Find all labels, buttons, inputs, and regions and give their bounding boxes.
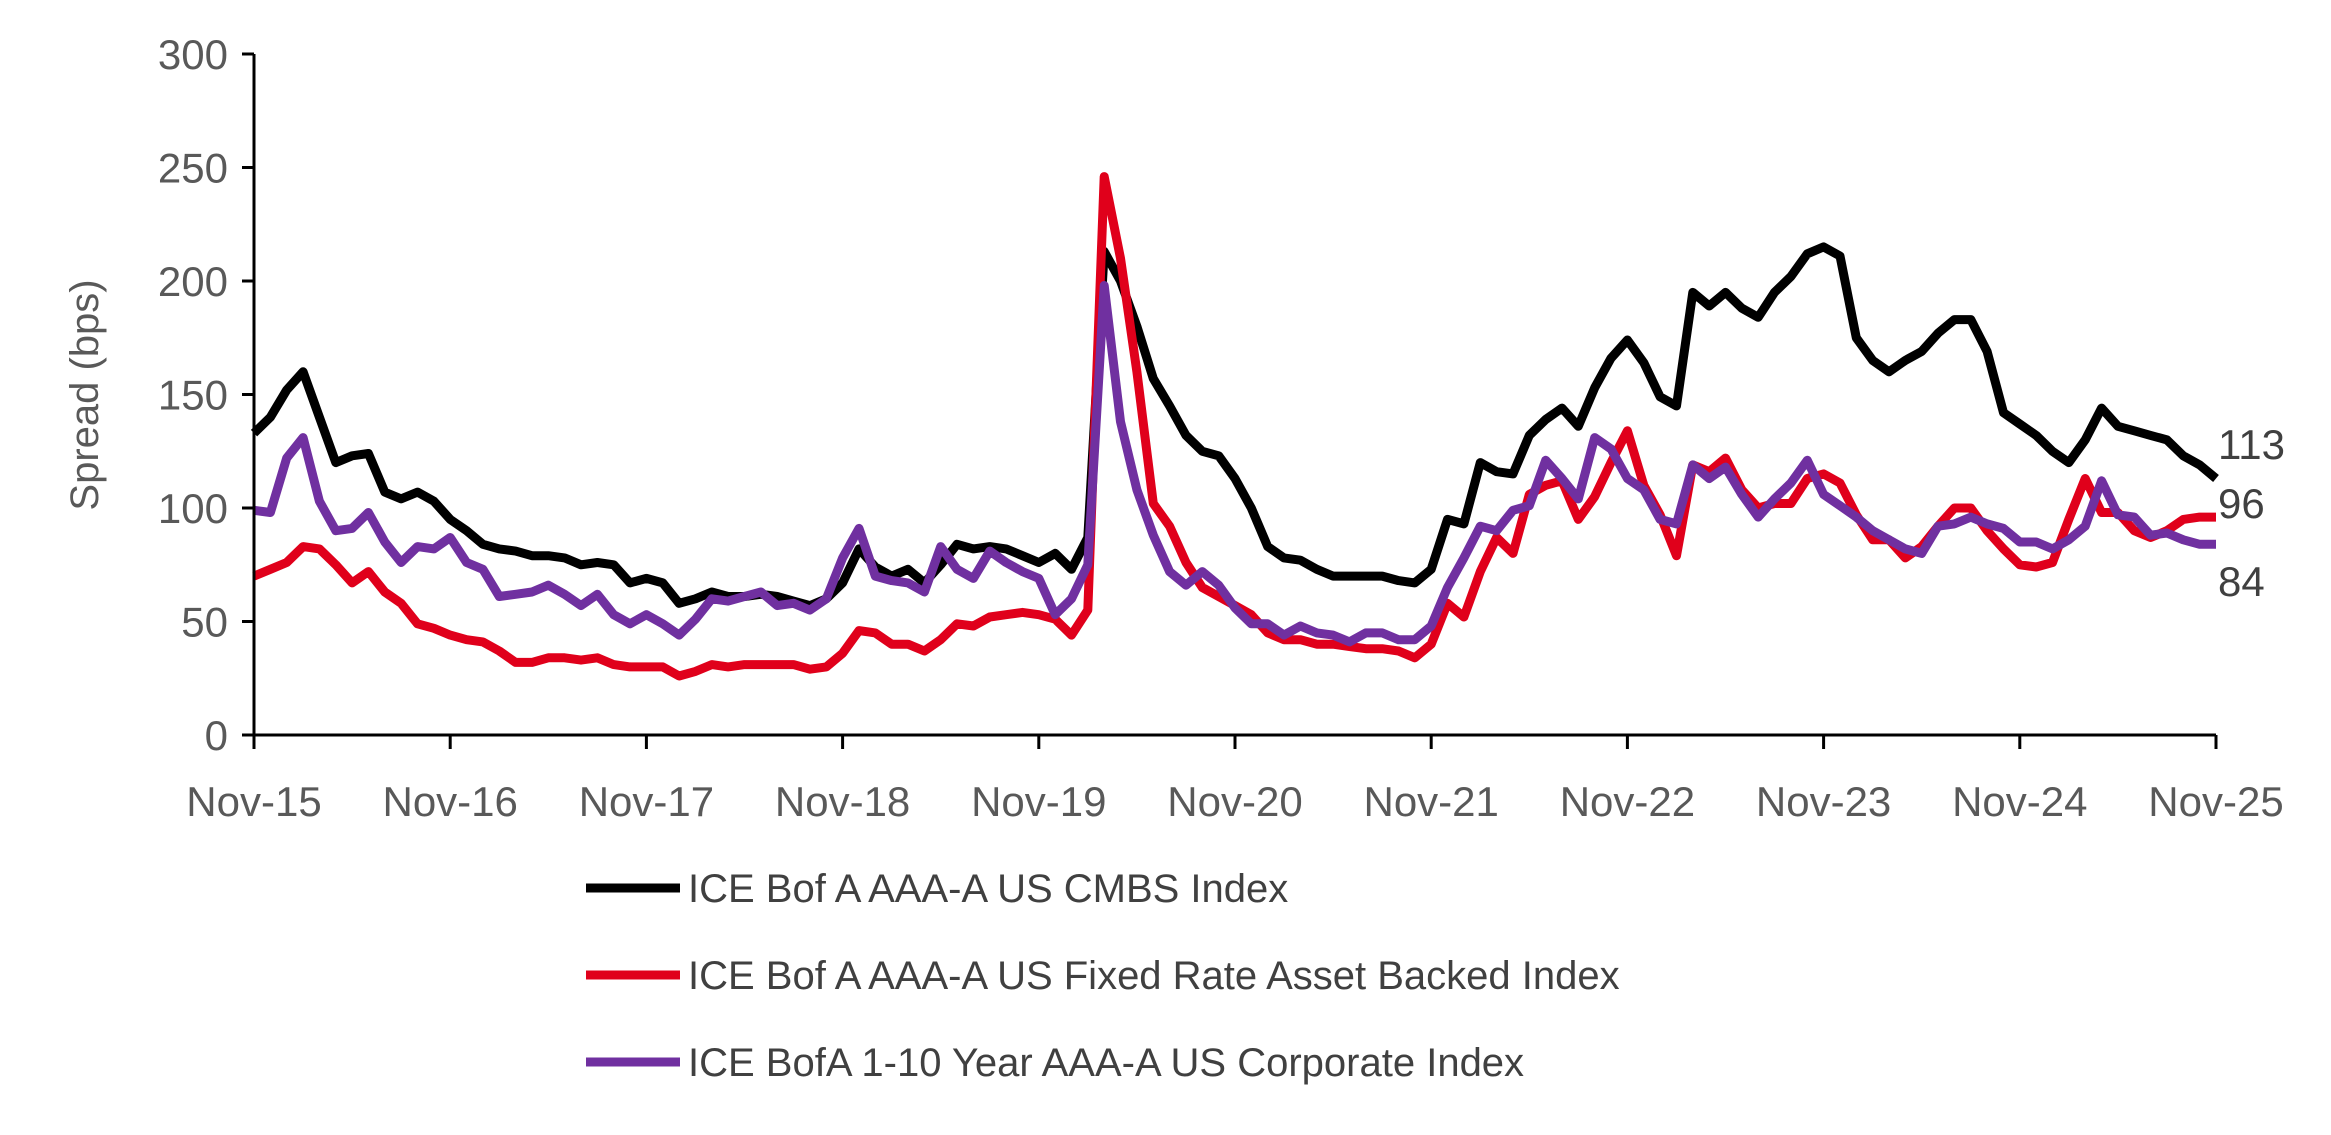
x-tick-label: Nov-17 (579, 778, 714, 825)
x-tick-label: Nov-21 (1363, 778, 1498, 825)
x-tick-label: Nov-18 (775, 778, 910, 825)
legend-label: ICE Bof A AAA-A US Fixed Rate Asset Back… (688, 954, 1620, 998)
x-tick-label: Nov-24 (1952, 778, 2087, 825)
x-tick-label: Nov-25 (2148, 778, 2283, 825)
axes-layer: 0 50 100 150 200 250 300 Nov-15 Nov-16 Nov-17 Nov-… (158, 31, 2284, 825)
x-tick-label: Nov-20 (1167, 778, 1302, 825)
y-tick-label: 150 (158, 372, 228, 419)
y-tick-label: 50 (181, 599, 228, 646)
y-axis-label: Spread (bps) (63, 279, 107, 510)
x-tick-label: Nov-23 (1756, 778, 1891, 825)
x-tick-label: Nov-15 (186, 778, 321, 825)
y-tick-label: 250 (158, 145, 228, 192)
series-line-3 (253, 281, 2216, 647)
y-tick-label: 200 (158, 258, 228, 305)
end-value-label: 113 (2218, 421, 2285, 468)
x-tick-label: Nov-19 (971, 778, 1106, 825)
y-tick-label: 0 (205, 712, 228, 759)
legend-label: ICE BofA 1-10 Year AAA-A US Corporate In… (688, 1041, 1524, 1085)
legend-label: ICE Bof A AAA-A US CMBS Index (688, 867, 1288, 911)
series-layer: 113 96 84 (250, 172, 2285, 681)
end-value-label: 96 (2218, 480, 2265, 527)
y-tick-label: 300 (158, 31, 228, 78)
legend: ICE Bof A AAA-A US CMBS Index ICE Bof A A… (586, 867, 1620, 1085)
x-tick-label: Nov-22 (1560, 778, 1695, 825)
end-value-label: 84 (2218, 558, 2265, 605)
series-line-1 (250, 242, 2219, 611)
y-tick-label: 100 (158, 485, 228, 532)
x-tick-label: Nov-16 (382, 778, 517, 825)
